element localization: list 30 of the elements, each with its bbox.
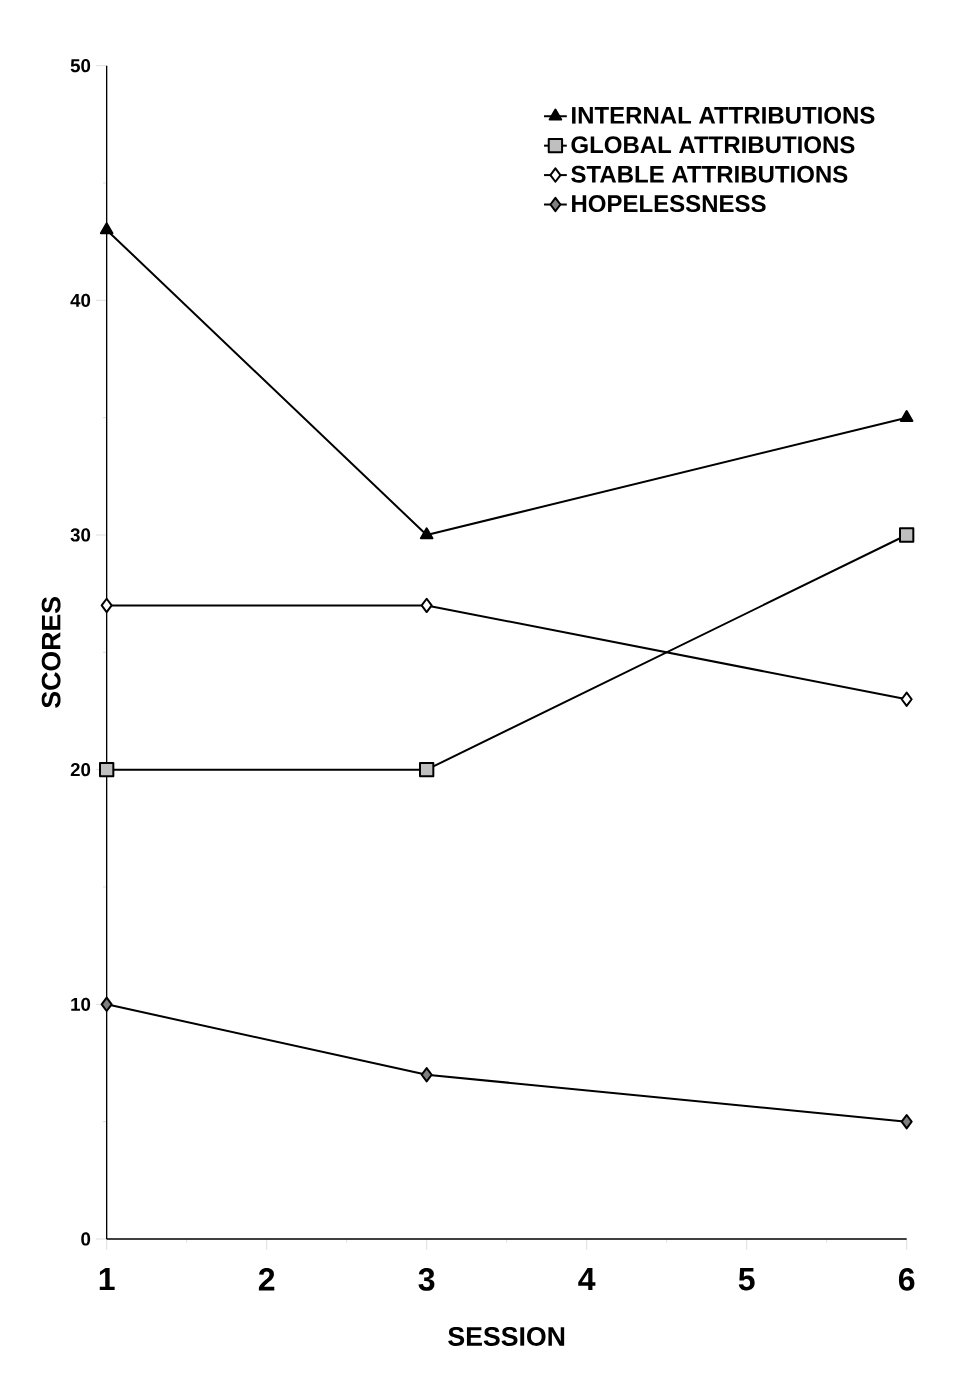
point [99, 222, 114, 235]
y-tick-label: 30 [70, 528, 91, 542]
legend-label: INTERNAL ATTRIBUTIONS [572, 106, 875, 124]
point [899, 410, 914, 422]
point [419, 762, 435, 778]
x-tick-label: 2 [258, 1268, 275, 1291]
point [420, 1067, 433, 1083]
point [899, 527, 915, 543]
x-tick-label: 5 [738, 1268, 755, 1291]
y-tick-label: 50 [70, 59, 91, 73]
x-tick-label: 4 [578, 1268, 596, 1291]
y-tick-label: 20 [70, 763, 91, 777]
x-axis-title: SESSION [448, 1327, 565, 1346]
y-axis-title: SCORES [41, 597, 61, 708]
x-tick-label: 3 [418, 1268, 435, 1291]
x-tick-label: 6 [898, 1268, 915, 1291]
legend-label: HOPELESSNESS [572, 195, 766, 213]
x-tick-label: 1 [99, 1268, 115, 1291]
point [420, 597, 433, 614]
point [99, 762, 115, 778]
legend-label: GLOBAL ATTRIBUTIONS [571, 136, 855, 154]
y-tick-label: 10 [71, 997, 91, 1011]
y-tick-label: 0 [81, 1232, 91, 1246]
point [900, 1113, 913, 1130]
point [419, 527, 434, 540]
legend-label: STABLE ATTRIBUTIONS [571, 165, 848, 183]
y-tick-label: 40 [70, 293, 91, 307]
point [100, 996, 113, 1012]
point [100, 597, 113, 614]
point [900, 691, 913, 707]
